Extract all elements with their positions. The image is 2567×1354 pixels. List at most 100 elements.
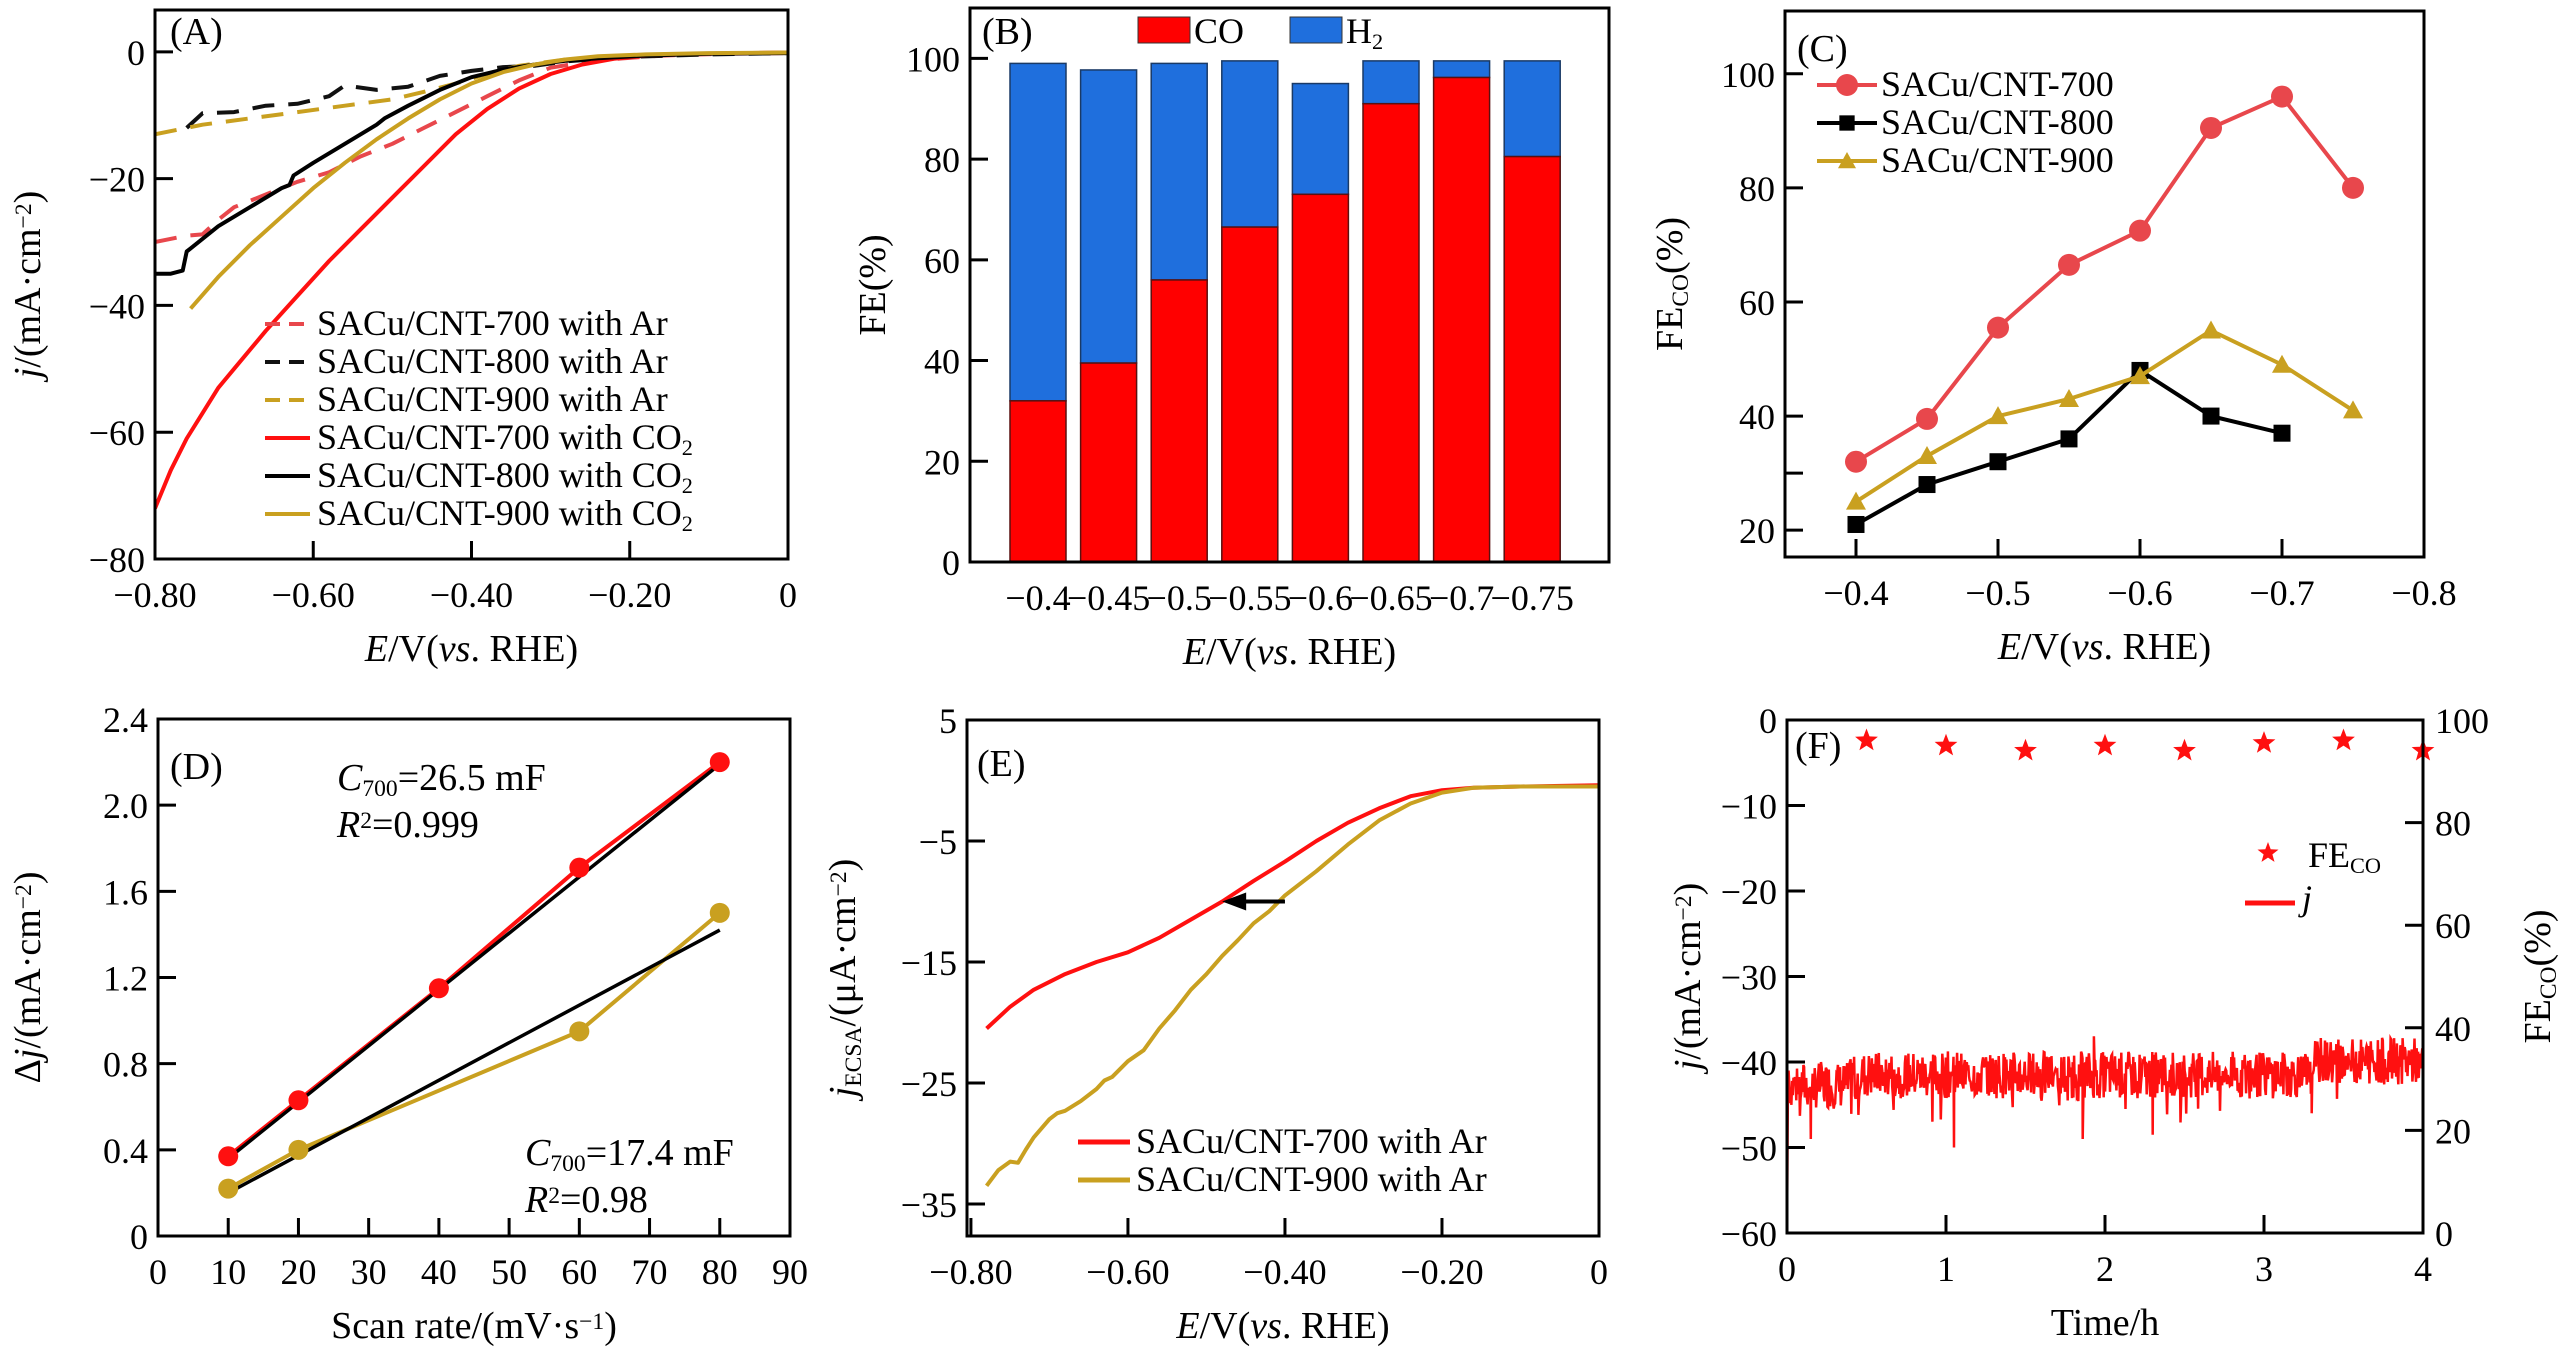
y-tick-label: 0.4 (103, 1131, 148, 1171)
x-tick-label: −0.75 (1491, 578, 1574, 618)
legend-label: SACu/CNT-900 with CO2 (317, 493, 693, 536)
data-point (2273, 424, 2291, 442)
bar-co (1079, 362, 1138, 563)
y-tick-label: −25 (901, 1064, 957, 1104)
fe-star-point (1855, 728, 1878, 751)
x-axis-title: Scan rate/(mV·s−1) (331, 1305, 617, 1347)
y-tick-label: −30 (1721, 958, 1777, 998)
bar-h2 (1079, 69, 1138, 364)
bar-co (1432, 76, 1491, 563)
x-tick-label: 90 (772, 1252, 808, 1292)
bar-co (1503, 155, 1561, 563)
legend-label: FECO (2308, 835, 2381, 878)
bar-h2 (1291, 82, 1350, 196)
x-axis-title: E/V(vs. RHE) (364, 628, 578, 670)
y-tick-label: 80 (1739, 169, 1775, 209)
plot-frame (1785, 718, 2425, 1235)
legend-star-icon (2257, 842, 2279, 862)
data-point (1845, 450, 1867, 473)
y-axis-title: j/(mA·cm−2) (1667, 883, 1709, 1076)
x-tick-label: −0.65 (1349, 578, 1432, 618)
series-line (985, 783, 1600, 1030)
x-tick-label: −0.60 (1086, 1252, 1169, 1292)
series-line (227, 911, 722, 1191)
y-tick-label: −15 (901, 943, 957, 983)
data-point (1989, 453, 2007, 471)
data-point (1988, 406, 2008, 425)
capacitance-annotation: C700=17.4 mF (525, 1132, 734, 1177)
legend-label: SACu/CNT-900 with Ar (1136, 1159, 1487, 1199)
capacitance-annotation: C700=26.5 mF (337, 757, 546, 802)
x-tick-label: 0 (779, 575, 797, 615)
y-tick-label-right: 0 (2435, 1214, 2453, 1254)
bar-h2 (1009, 62, 1067, 402)
y-tick-label: −20 (89, 160, 145, 200)
y-axis-title: j/(mA·cm−2) (7, 191, 49, 384)
legend-label: SACu/CNT-700 (1881, 64, 2114, 104)
y-axis-title: FE(%) (852, 234, 894, 335)
legend-label: SACu/CNT-900 with Ar (317, 379, 668, 419)
y-tick-label: −60 (89, 413, 145, 453)
fit-line (227, 928, 721, 1195)
panel-c: 20 40 60 80 100 −0.4 −0.5 −0.6 −0.7 −0.8 E/V(vs. R… (1649, 9, 2457, 668)
fe-star-point (2173, 738, 2196, 761)
data-point (709, 752, 730, 773)
data-point (2342, 176, 2364, 199)
legend-label: SACu/CNT-700 with Ar (1136, 1121, 1487, 1161)
data-point (569, 857, 590, 878)
legend-label: SACu/CNT-800 with Ar (317, 341, 668, 381)
panel-b: 020406080100−0.4−0.45−0.5−0.55−0.6−0.65−… (852, 6, 1611, 673)
x-tick-label: 0 (149, 1252, 167, 1292)
x-axis-title: E/V(vs. RHE) (1997, 626, 2211, 668)
y-axis-title: Δj/(mA·cm−2) (7, 871, 49, 1083)
data-point (218, 1178, 239, 1199)
plot-frame (965, 718, 1601, 1238)
x-tick-label: −0.5 (1965, 573, 2030, 613)
panel-label: (F) (1795, 725, 1841, 767)
x-tick-label: −0.40 (430, 575, 513, 615)
panel-e: 5 −5 −15 −25 −35 −0.80 −0.60 −0.40 −0.20 0 E/V(vs.… (822, 701, 1608, 1347)
x-tick-label: 2 (2096, 1249, 2114, 1289)
data-point (2058, 253, 2080, 276)
fe-star-point (1934, 733, 1958, 756)
bar-h2 (1432, 60, 1491, 79)
x-tick-label: −0.20 (588, 575, 671, 615)
legend-label: j (2298, 878, 2312, 918)
x-tick-label: −0.80 (929, 1252, 1012, 1292)
fe-star-point (2332, 728, 2355, 751)
series-line (985, 784, 1599, 1188)
panel-label: (A) (170, 11, 223, 53)
y-tick-label: −35 (901, 1185, 957, 1225)
data-point (428, 978, 449, 999)
x-tick-label: 0 (1590, 1252, 1608, 1292)
bar-h2 (1221, 60, 1279, 228)
data-point (1987, 316, 2009, 339)
data-point (218, 1146, 239, 1167)
series-line (189, 50, 788, 310)
x-tick-label: 50 (491, 1252, 527, 1292)
data-point (2200, 116, 2222, 139)
fit-line (227, 762, 721, 1160)
y-tick-label: −5 (919, 822, 957, 862)
panel-label: (D) (170, 746, 223, 788)
y-tick-label-right: 100 (2435, 701, 2489, 741)
y-tick-label: 20 (924, 442, 960, 482)
y-tick-label: 20 (1739, 511, 1775, 551)
y-tick-label: 2.4 (103, 700, 148, 740)
data-point (2343, 400, 2363, 419)
x-tick-label: 80 (702, 1252, 738, 1292)
y-tick-label: 100 (906, 39, 960, 79)
panel-label: (C) (1797, 28, 1848, 70)
bar-h2 (1503, 60, 1561, 158)
y-tick-label: 60 (1739, 283, 1775, 323)
y-axis-title: jECSA/(μA·cm−2) (822, 859, 867, 1103)
x-tick-label: −0.6 (2107, 573, 2172, 613)
y-axis-title: FECO(%) (1649, 217, 1694, 351)
data-point (1847, 515, 1865, 533)
x-tick-label: −0.7 (2249, 573, 2314, 613)
x-tick-label: −0.60 (272, 575, 355, 615)
legend-marker (1839, 115, 1855, 131)
arrow-head-icon (1222, 892, 1247, 911)
y-tick-label: 1.6 (103, 872, 148, 912)
